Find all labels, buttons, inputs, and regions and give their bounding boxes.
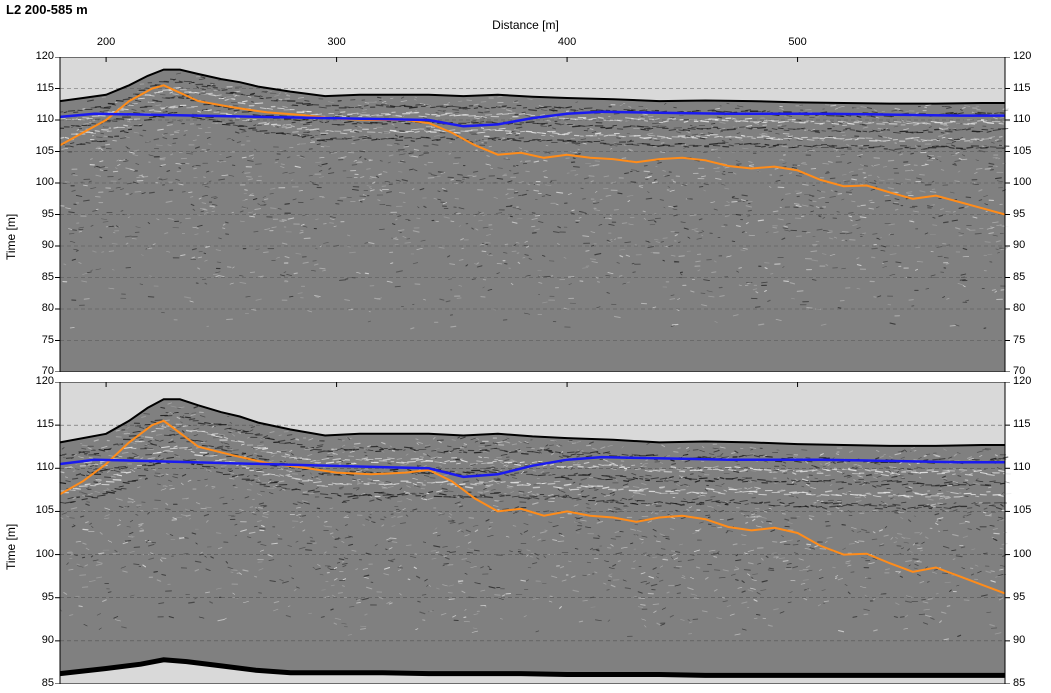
y-tick-right: 110 — [1013, 461, 1047, 473]
y-tick-left: 95 — [20, 591, 54, 603]
x-axis-label: Distance [m] — [0, 18, 1051, 32]
y-tick-right: 115 — [1013, 418, 1047, 430]
y-tick-left: 95 — [20, 208, 54, 220]
y-tick-right: 115 — [1013, 82, 1047, 94]
y-tick-right: 100 — [1013, 548, 1047, 560]
y-tick-left: 105 — [20, 504, 54, 516]
y-tick-right: 90 — [1013, 239, 1047, 251]
y-tick-left: 75 — [20, 334, 54, 346]
y-tick-left: 110 — [20, 113, 54, 125]
y-tick-right: 75 — [1013, 334, 1047, 346]
y-tick-right: 80 — [1013, 302, 1047, 314]
y-tick-right: 95 — [1013, 591, 1047, 603]
seismic-panel-1 — [0, 57, 1051, 372]
chart-title: L2 200-585 m — [6, 2, 88, 17]
y-tick-right: 90 — [1013, 634, 1047, 646]
x-tick: 200 — [86, 36, 126, 48]
y-tick-right: 120 — [1013, 375, 1047, 387]
y-tick-left: 120 — [20, 50, 54, 62]
y-tick-left: 110 — [20, 461, 54, 473]
y-tick-left: 90 — [20, 634, 54, 646]
x-tick: 500 — [778, 36, 818, 48]
y-tick-right: 85 — [1013, 677, 1047, 689]
y-tick-left: 115 — [20, 82, 54, 94]
y-tick-right: 120 — [1013, 50, 1047, 62]
y-tick-left: 90 — [20, 239, 54, 251]
y-tick-left: 85 — [20, 271, 54, 283]
y-tick-right: 110 — [1013, 113, 1047, 125]
y-tick-left: 100 — [20, 176, 54, 188]
y-tick-right: 105 — [1013, 145, 1047, 157]
x-tick: 400 — [547, 36, 587, 48]
y-tick-left: 100 — [20, 548, 54, 560]
y-tick-left: 115 — [20, 418, 54, 430]
y-tick-right: 105 — [1013, 504, 1047, 516]
y-tick-left: 85 — [20, 677, 54, 689]
seismic-panel-2 — [0, 382, 1051, 684]
y-tick-left: 120 — [20, 375, 54, 387]
x-tick: 300 — [317, 36, 357, 48]
y-tick-right: 85 — [1013, 271, 1047, 283]
y-tick-left: 80 — [20, 302, 54, 314]
y-tick-right: 100 — [1013, 176, 1047, 188]
y-tick-left: 105 — [20, 145, 54, 157]
y-tick-right: 95 — [1013, 208, 1047, 220]
